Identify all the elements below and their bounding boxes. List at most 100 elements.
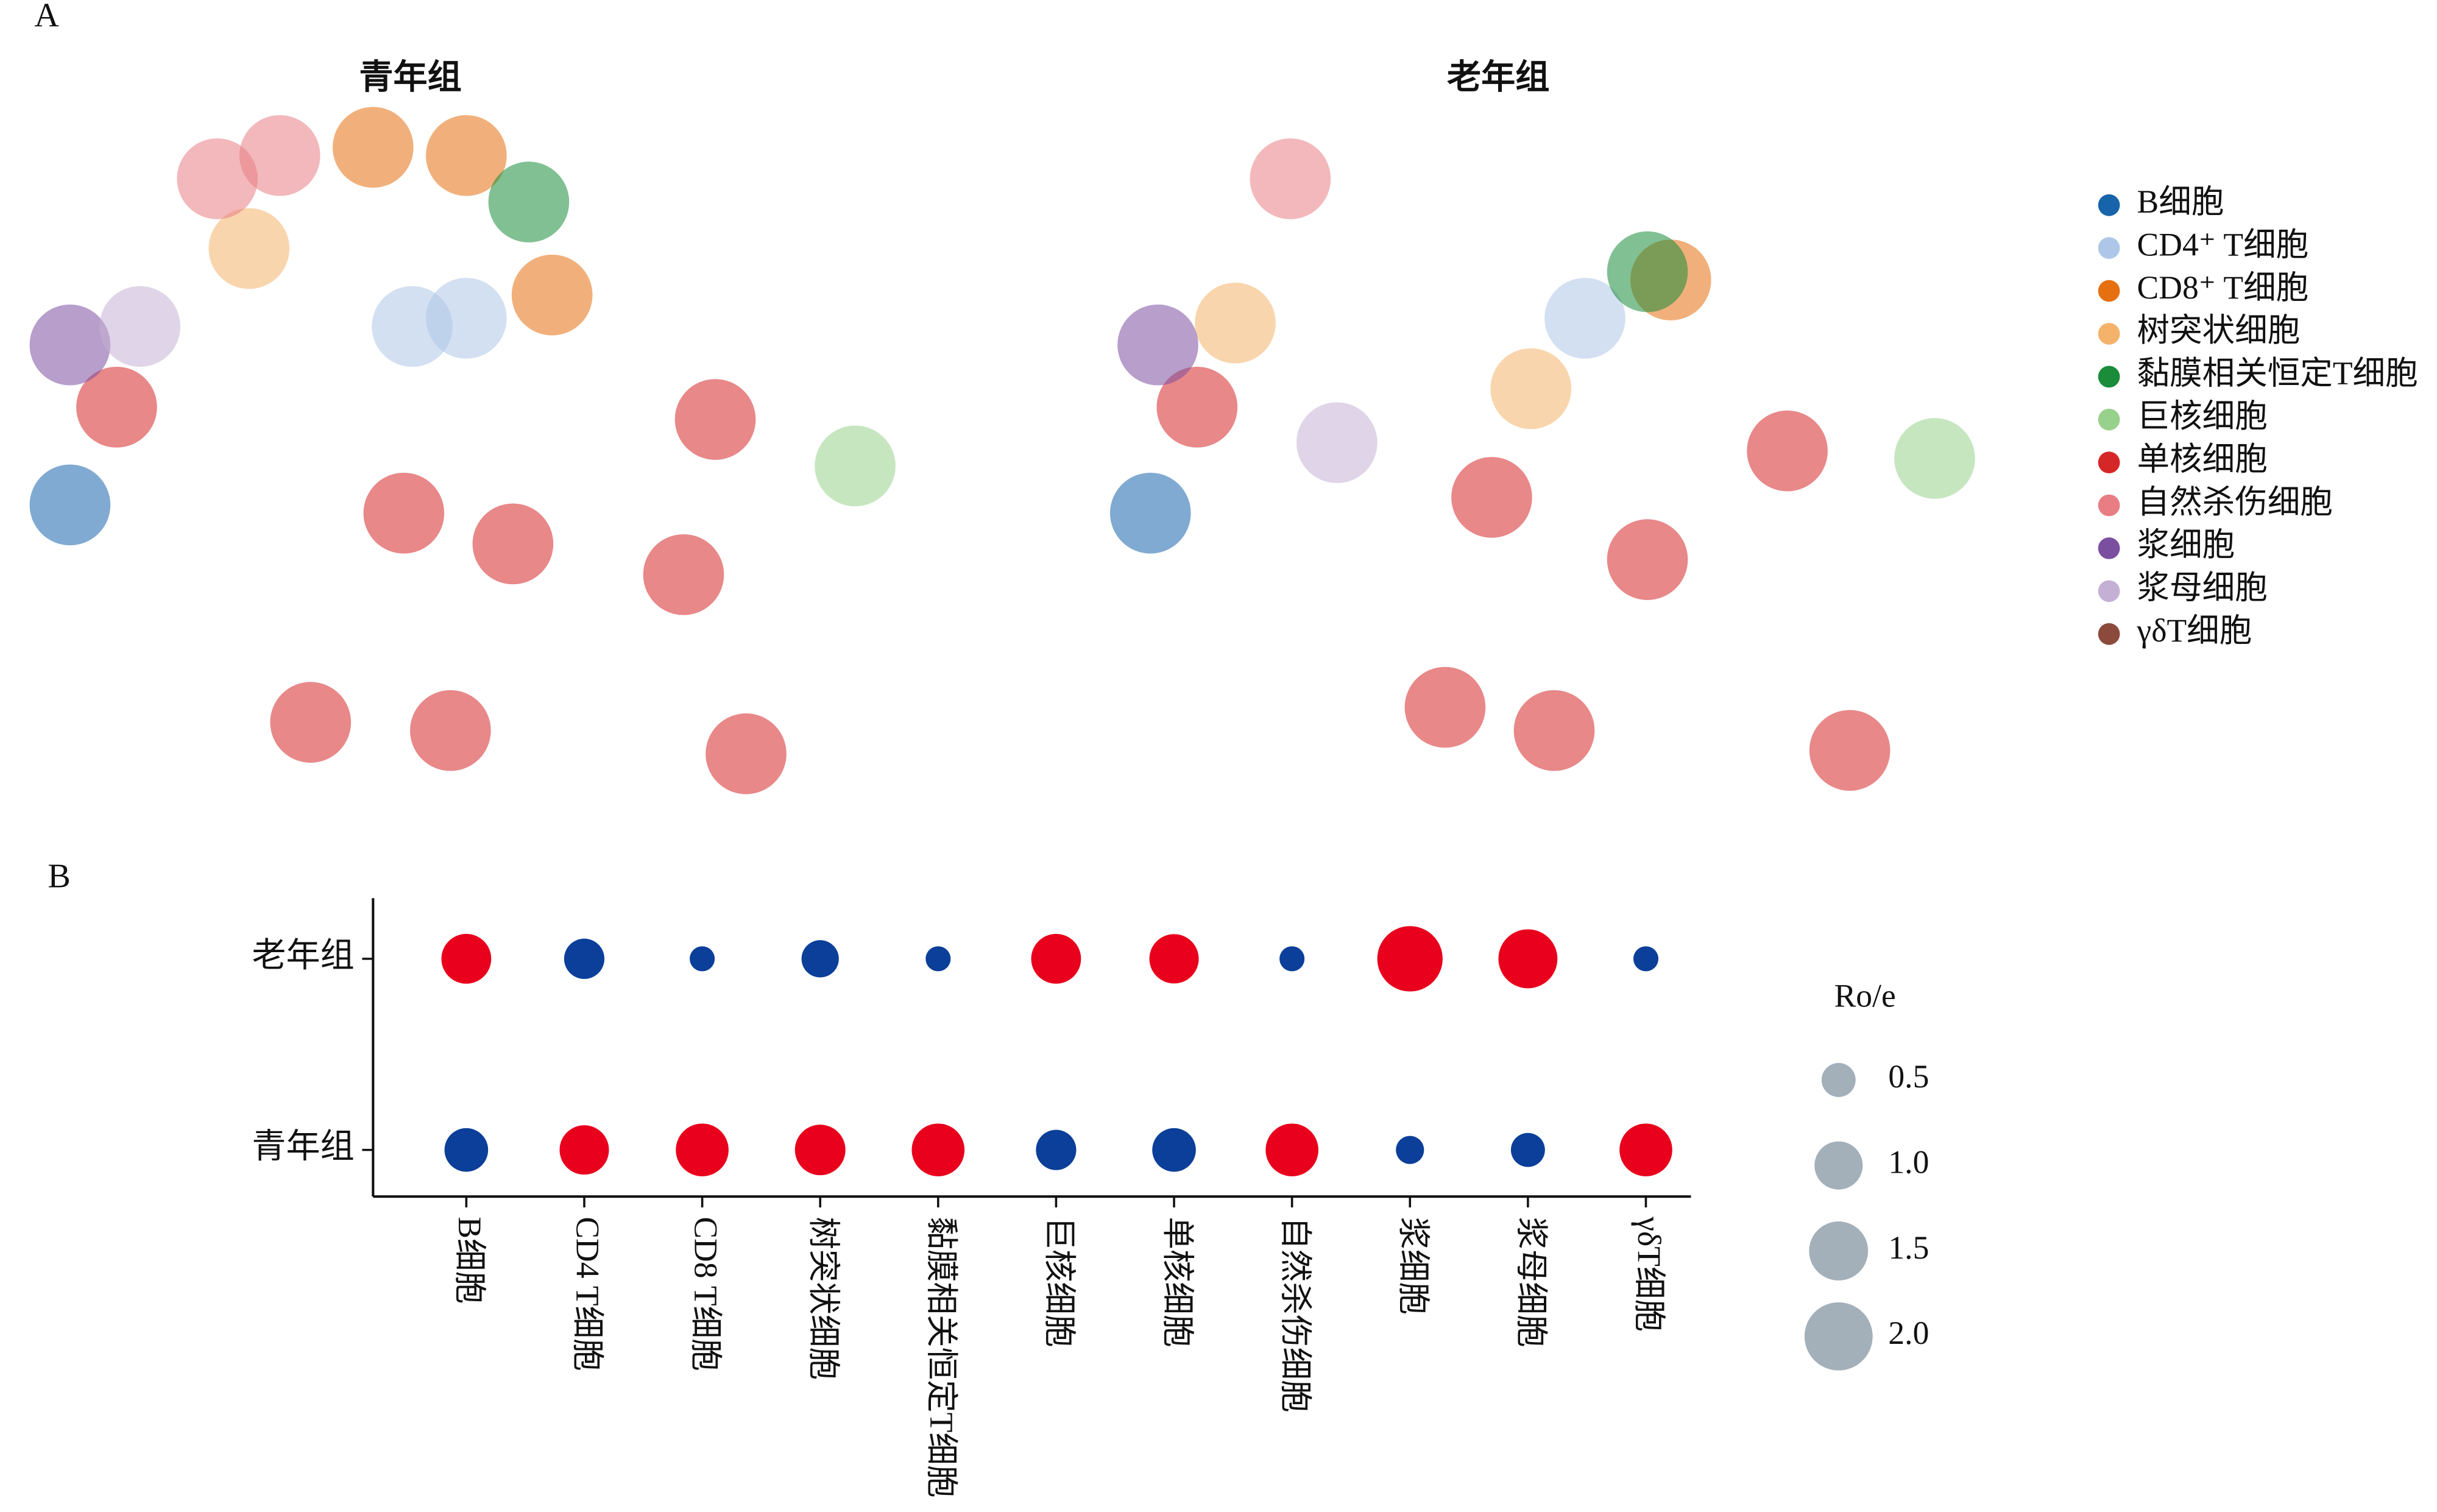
cell-cluster [426,115,507,196]
x-tick-label: 树突状细胞 [805,1217,842,1380]
dot [1036,1129,1077,1170]
x-tick-label: 黏膜相关恒定T细胞 [924,1217,960,1497]
cell-cluster [1607,519,1688,600]
legend-label: 自然杀伤细胞 [2137,484,2333,520]
legend-label: CD8⁺ T细胞 [2137,269,2309,306]
dot [1498,929,1558,989]
dot [1149,934,1199,984]
cell-cluster [1296,402,1378,484]
dot [1633,946,1659,972]
x-tick-label: CD4 T细胞 [570,1217,606,1371]
size-legend-label: 2.0 [1888,1315,1929,1351]
legend-label: 黏膜相关恒定T细胞 [2137,355,2418,392]
dot-axes [372,898,1691,1198]
legend-marker [2098,537,2120,559]
size-legend-label: 0.5 [1888,1058,1929,1095]
x-tick-label: 浆母细胞 [1513,1217,1550,1347]
cell-cluster [643,534,724,615]
cell-cluster [1109,472,1191,554]
legend-marker [2098,580,2120,602]
cell-cluster [363,472,445,554]
cell-cluster [674,379,756,460]
panel-title: 老年组 [1447,59,1549,97]
cell-cluster [29,464,111,546]
dot [676,1123,729,1176]
dot [794,1125,846,1176]
cell-cluster [1250,138,1331,219]
cell-cluster [177,138,258,219]
y-tick-label: 青年组 [252,1128,354,1166]
dot [1279,946,1305,972]
dot [1265,1123,1318,1176]
dot [559,1125,609,1175]
legend-marker [2098,494,2120,517]
cell-cluster [1156,367,1238,448]
x-tick-label: γδT细胞 [1631,1216,1668,1332]
dot [564,938,605,979]
cell-cluster [472,503,554,585]
cell-cluster [410,690,491,771]
size-legend-marker [1804,1302,1873,1371]
cell-cluster [511,254,593,336]
cell-cluster [1544,278,1625,359]
legend-marker [2098,366,2120,388]
y-tick-label: 老年组 [252,937,354,975]
cell-cluster [99,286,181,367]
x-tick-label: 自然杀伤细胞 [1277,1217,1314,1412]
x-tick-label: B细胞 [451,1217,488,1304]
dot [444,1128,489,1172]
x-tick-label: CD8 T细胞 [687,1217,724,1371]
size-legend-label: 1.0 [1888,1143,1929,1180]
legend-marker [2098,237,2120,259]
cell-cluster [1809,710,1891,791]
legend-label: 浆母细胞 [2137,570,2268,606]
cell-cluster [270,682,352,763]
legend-marker [2098,408,2120,431]
cell-cluster [1747,410,1828,492]
legend-marker [2098,280,2120,302]
legend-marker [2098,451,2120,473]
cell-cluster [1894,418,1975,499]
cell-cluster [208,208,290,289]
panel-title: 青年组 [359,59,461,97]
cell-cluster [1117,304,1198,386]
cell-cluster [29,304,111,386]
size-legend-marker [1809,1221,1869,1281]
cell-cluster [815,425,896,507]
size-legend-marker [1814,1141,1863,1190]
dot [1377,926,1443,992]
dot [441,933,492,984]
legend-marker [2098,623,2120,645]
cell-cluster [488,161,570,242]
dot [1510,1132,1545,1167]
cell-cluster [1195,282,1276,364]
cell-cluster [239,115,320,196]
x-tick-label: 单核细胞 [1159,1217,1196,1347]
legend-label: 单核细胞 [2137,440,2268,477]
panel-label: B [48,858,70,896]
dot [1396,1136,1424,1164]
dot [1619,1123,1672,1176]
cell-cluster [706,713,787,794]
cell-cluster [372,286,453,367]
cell-cluster [333,107,414,188]
size-legend-marker [1821,1062,1856,1097]
legend-label: γδT细胞 [2137,612,2252,649]
dot [1031,933,1081,984]
legend-label: 巨核细胞 [2137,398,2268,434]
cell-cluster [1451,457,1532,538]
cell-cluster [1404,666,1486,748]
x-tick-label: 巨核细胞 [1041,1217,1078,1347]
legend-marker [2098,323,2120,345]
dot [801,940,839,978]
dot [1152,1128,1196,1172]
x-tick-label: 浆细胞 [1395,1217,1432,1315]
dot [911,1123,965,1176]
size-legend-title: Ro/e [1834,978,1896,1014]
dot [925,946,951,972]
legend-label: CD4⁺ T细胞 [2137,226,2309,263]
legend-marker [2098,194,2120,216]
legend-label: 树突状细胞 [2137,312,2301,348]
size-legend-label: 1.5 [1888,1229,1929,1266]
